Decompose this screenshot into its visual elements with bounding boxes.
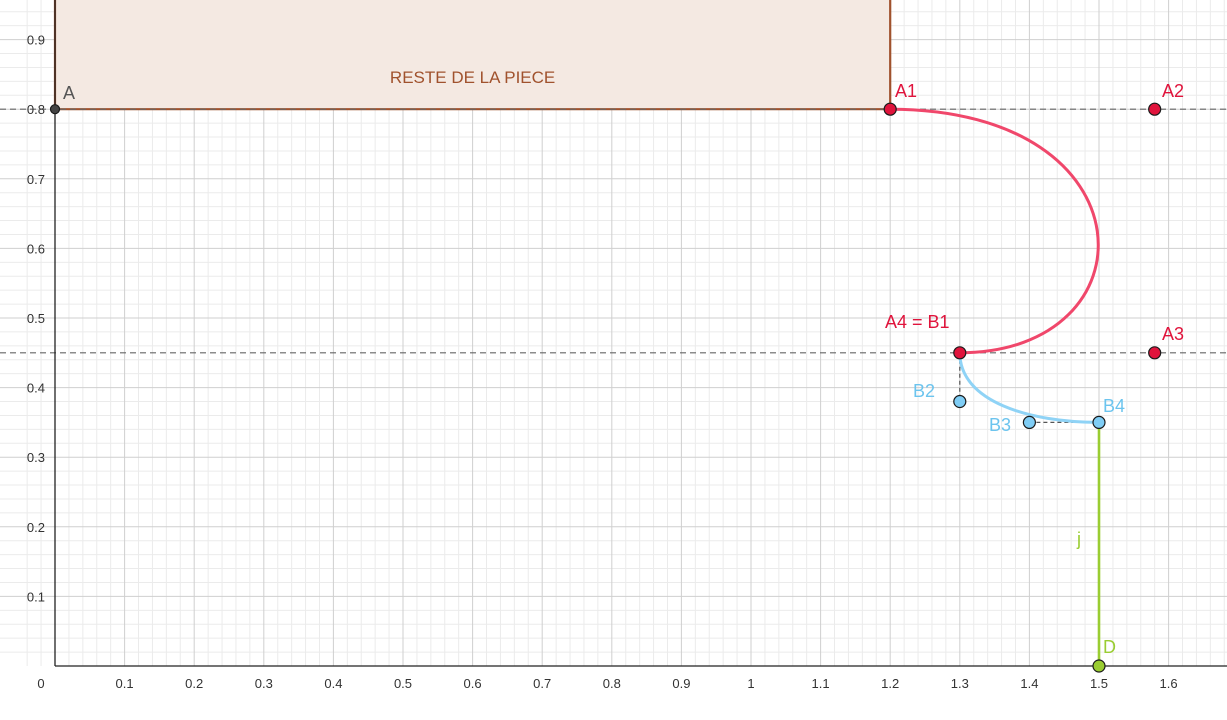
points[interactable] bbox=[49, 102, 1162, 673]
point-d[interactable] bbox=[1092, 659, 1106, 673]
x-tick-label: 0.5 bbox=[394, 676, 412, 691]
x-tick-label: 1 bbox=[747, 676, 754, 691]
y-tick-label: 0.5 bbox=[27, 311, 45, 326]
point-labels: A A1 A2 A3 A4 = B1 B2 B3 B4 Dj bbox=[63, 81, 1184, 657]
x-tick-label: 1.3 bbox=[951, 676, 969, 691]
x-tick-label: 0.2 bbox=[185, 676, 203, 691]
label-b2: B2 bbox=[913, 381, 935, 401]
point-a2[interactable] bbox=[1148, 102, 1162, 116]
y-tick-label: 0.1 bbox=[27, 589, 45, 604]
region-label: RESTE DE LA PIECE bbox=[390, 68, 555, 87]
x-tick-label: 0.8 bbox=[603, 676, 621, 691]
guide-lines bbox=[0, 108, 1227, 354]
label-a2: A2 bbox=[1162, 81, 1184, 101]
point-a4[interactable] bbox=[953, 346, 967, 360]
x-tick-label: 0.4 bbox=[324, 676, 342, 691]
point-a1[interactable] bbox=[883, 102, 897, 116]
label-a4: A4 = B1 bbox=[885, 312, 950, 332]
point-b2[interactable] bbox=[953, 394, 967, 409]
x-tick-label: 0 bbox=[37, 676, 44, 691]
y-tick-label: 0.6 bbox=[27, 241, 45, 256]
region-fill bbox=[55, 0, 891, 110]
x-tick-label: 0.9 bbox=[672, 676, 690, 691]
y-tick-label: 0.7 bbox=[27, 172, 45, 187]
y-tick-label: 0.2 bbox=[27, 520, 45, 535]
label-j: j bbox=[1076, 529, 1081, 549]
point-a3[interactable] bbox=[1148, 346, 1162, 360]
x-tick-label: 1.5 bbox=[1090, 676, 1108, 691]
label-b4: B4 bbox=[1103, 396, 1125, 416]
curve-a bbox=[890, 107, 1100, 355]
region-layer: RESTE DE LA PIECE bbox=[53, 0, 892, 111]
x-tick-label: 0.3 bbox=[255, 676, 273, 691]
y-tick-label: 0.9 bbox=[27, 33, 45, 48]
y-tick-label: 0.8 bbox=[27, 102, 45, 117]
curve-b bbox=[958, 352, 1100, 424]
label-b3: B3 bbox=[989, 415, 1011, 435]
y-tick-label: 0.4 bbox=[27, 381, 45, 396]
point-b3[interactable] bbox=[1022, 415, 1037, 429]
point-a[interactable] bbox=[49, 104, 61, 115]
x-tick-label: 1.2 bbox=[881, 676, 899, 691]
point-b4[interactable] bbox=[1092, 415, 1106, 429]
x-tick-label: 1.1 bbox=[812, 676, 830, 691]
curves bbox=[890, 107, 1101, 666]
x-tick-label: 0.1 bbox=[116, 676, 134, 691]
label-d: D bbox=[1103, 637, 1116, 657]
tick-labels: 0 0.1 0.2 0.3 0.4 0.5 0.6 0.7 0.8 0.9 1 1.1 1.2 1.3 1.… bbox=[27, 33, 1178, 691]
x-tick-label: 0.7 bbox=[533, 676, 551, 691]
y-tick-label: 0.3 bbox=[27, 450, 45, 465]
label-a1: A1 bbox=[895, 81, 917, 101]
x-tick-label: 1.6 bbox=[1160, 676, 1178, 691]
x-tick-label: 1.4 bbox=[1020, 676, 1038, 691]
x-tick-label: 0.6 bbox=[464, 676, 482, 691]
label-a: A bbox=[63, 83, 75, 103]
label-a3: A3 bbox=[1162, 324, 1184, 344]
